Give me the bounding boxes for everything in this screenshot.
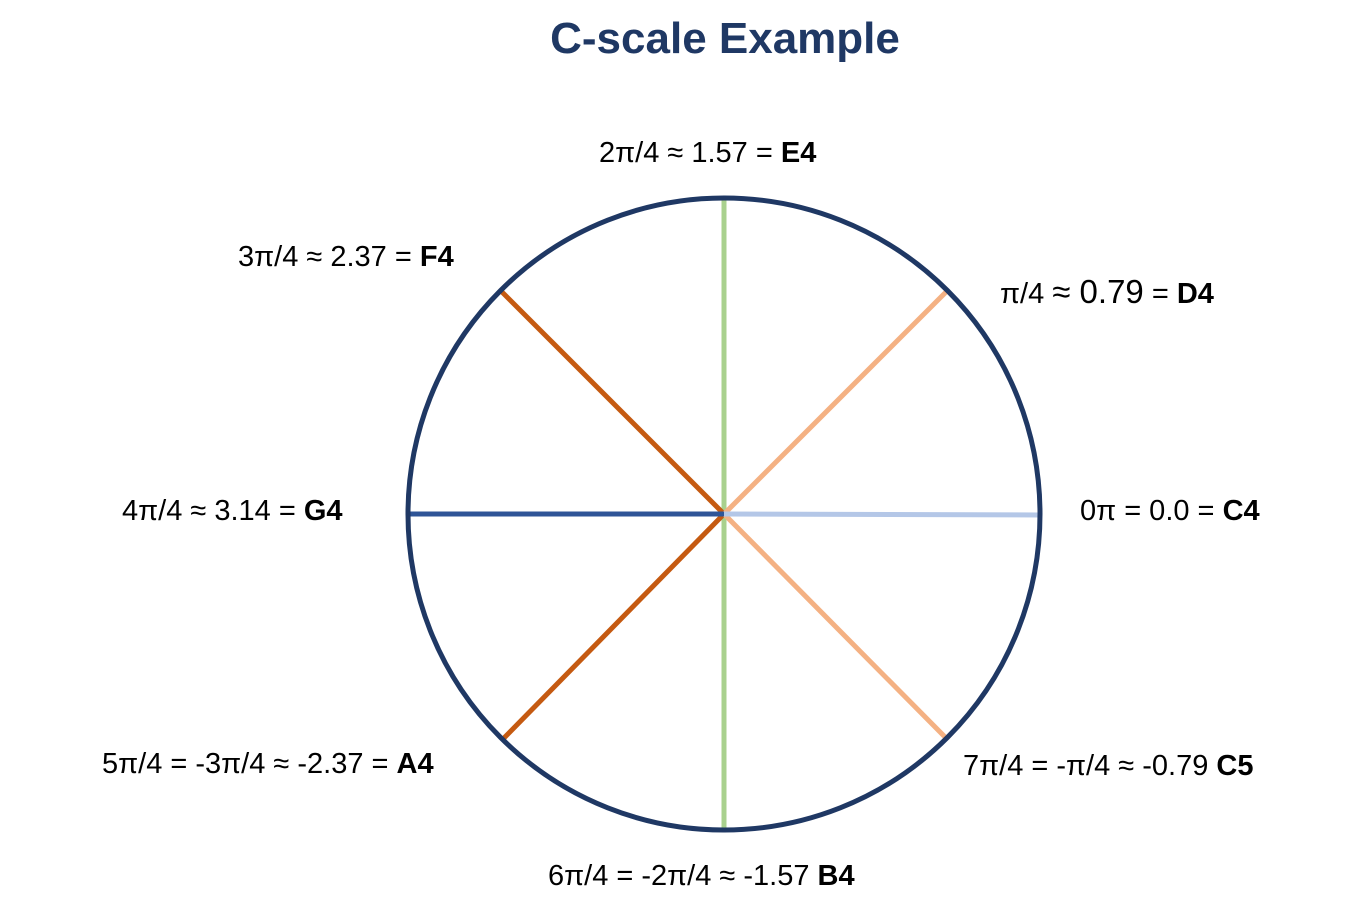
label-g4-note: G4 [303, 495, 343, 527]
label-b4-note: B4 [817, 860, 855, 892]
radius-c5 [722, 512, 948, 740]
label-c4-expression: 0π = 0.0 = [1080, 495, 1223, 527]
label-a4-expression: 5π/4 = -3π/4 ≈ -2.37 = [102, 748, 397, 780]
label-f4-note: F4 [419, 241, 454, 273]
label-d4-expression-value: ≈ 0.79 [1052, 273, 1144, 310]
label-d4-note: D4 [1176, 278, 1214, 310]
label-e4: 2π/4 ≈ 1.57 = E4 [599, 139, 816, 168]
label-e4-expression: 2π/4 ≈ 1.57 = [599, 137, 781, 169]
radius-f4 [498, 288, 726, 516]
radius-d4 [722, 289, 949, 516]
label-b4-expression: 6π/4 = -2π/4 ≈ -1.57 [548, 860, 818, 892]
diagram-title: C-scale Example [550, 14, 900, 63]
label-a4: 5π/4 = -3π/4 ≈ -2.37 = A4 [102, 750, 434, 779]
label-a4-note: A4 [396, 748, 434, 780]
label-d4-expression-equals: = [1143, 278, 1177, 310]
label-g4-expression: 4π/4 ≈ 3.14 = [122, 495, 304, 527]
label-c5: 7π/4 = -π/4 ≈ -0.79 C5 [963, 752, 1254, 781]
label-e4-note: E4 [780, 137, 817, 169]
label-d4-expression-angle: π/4 [1000, 278, 1053, 310]
radius-c4 [723, 511, 1042, 518]
label-d4: π/4 ≈ 0.79 = D4 [1000, 275, 1214, 309]
label-c5-expression: 7π/4 = -π/4 ≈ -0.79 [963, 750, 1217, 782]
radius-a4 [501, 512, 726, 741]
unit-circle [405, 195, 1043, 833]
label-f4-expression: 3π/4 ≈ 2.37 = [238, 241, 420, 273]
label-f4: 3π/4 ≈ 2.37 = F4 [238, 243, 454, 272]
label-c5-note: C5 [1216, 750, 1254, 782]
label-c4-note: C4 [1222, 495, 1260, 527]
label-g4: 4π/4 ≈ 3.14 = G4 [122, 497, 343, 526]
label-b4: 6π/4 = -2π/4 ≈ -1.57 B4 [548, 862, 855, 891]
label-c4: 0π = 0.0 = C4 [1080, 497, 1260, 526]
